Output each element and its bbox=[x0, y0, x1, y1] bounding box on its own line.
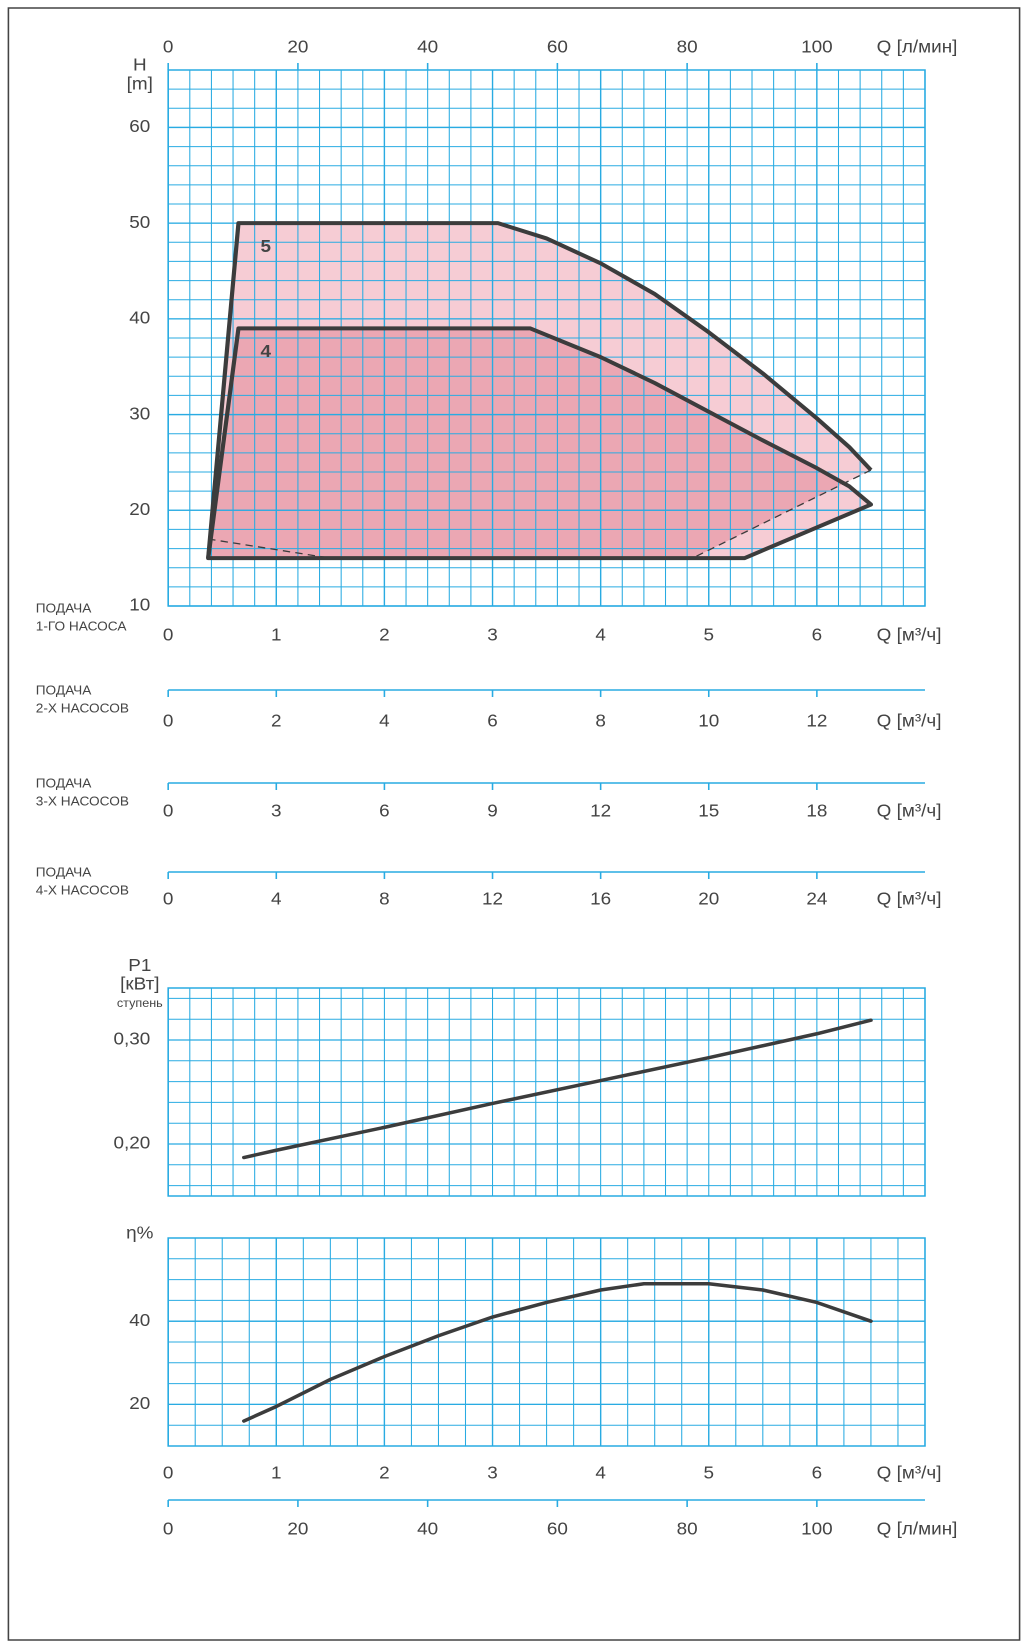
y-tick-label: 20 bbox=[129, 1393, 150, 1413]
x-tick-label: 2 bbox=[379, 1462, 390, 1482]
axis-name: ПОДАЧА bbox=[36, 776, 92, 791]
axis-name: 3-Х НАСОСОВ bbox=[36, 794, 129, 809]
y-tick-label: 20 bbox=[129, 498, 150, 518]
x-tick-label: 60 bbox=[547, 1518, 568, 1538]
x-tick-label: 4 bbox=[595, 624, 606, 644]
series-label: 5 bbox=[261, 235, 272, 255]
axis-name: 4-Х НАСОСОВ bbox=[36, 883, 129, 898]
data-line bbox=[242, 1018, 873, 1160]
x-tick-label: 3 bbox=[271, 800, 282, 820]
y-tick-label: 30 bbox=[129, 403, 150, 423]
x-axis-label: Q [л/мин] bbox=[877, 1518, 958, 1538]
x-tick-label: 20 bbox=[698, 888, 719, 908]
x-tick-label: 2 bbox=[271, 710, 282, 730]
x-tick-label: 10 bbox=[698, 710, 719, 730]
frame bbox=[7, 7, 1021, 1641]
x-tick-label: 80 bbox=[677, 1518, 698, 1538]
axis-name: 2-Х НАСОСОВ bbox=[36, 701, 129, 716]
x-tick-label: 0 bbox=[163, 1518, 174, 1538]
x-tick-label: 5 bbox=[703, 1462, 714, 1482]
grid bbox=[167, 987, 926, 1197]
x-axis-label: Q [м³/ч] bbox=[877, 800, 942, 820]
data-line bbox=[242, 1282, 873, 1423]
x-axis-label: Q [м³/ч] bbox=[877, 624, 942, 644]
plot-border bbox=[167, 1237, 926, 1447]
x-tick-label: 6 bbox=[812, 1462, 823, 1482]
x-tick-label: 0 bbox=[163, 624, 174, 644]
x-tick-label: 20 bbox=[287, 1518, 308, 1538]
y-tick-label: 0,30 bbox=[114, 1028, 151, 1048]
x2-tick-label: 20 bbox=[287, 36, 308, 56]
x-tick-label: 4 bbox=[595, 1462, 606, 1482]
y-tick-label: 60 bbox=[129, 116, 150, 136]
x-tick-label: 18 bbox=[806, 800, 827, 820]
x2-axis-label: Q [л/мин] bbox=[877, 36, 958, 56]
axis-name: ПОДАЧА bbox=[36, 683, 92, 698]
x-axis-label: Q [м³/ч] bbox=[877, 1462, 942, 1482]
x-tick-label: 40 bbox=[417, 1518, 438, 1538]
x-tick-label: 2 bbox=[379, 624, 390, 644]
x-tick-label: 12 bbox=[482, 888, 503, 908]
x-tick-label: 3 bbox=[487, 624, 498, 644]
x2-tick-label: 40 bbox=[417, 36, 438, 56]
x-tick-label: 8 bbox=[595, 710, 606, 730]
plot-border bbox=[167, 69, 926, 607]
x-tick-label: 15 bbox=[698, 800, 719, 820]
x-tick-label: 16 bbox=[590, 888, 611, 908]
x-tick-label: 5 bbox=[703, 624, 714, 644]
x-tick-label: 0 bbox=[163, 800, 174, 820]
area-outline bbox=[206, 221, 873, 559]
x-tick-label: 100 bbox=[801, 1518, 833, 1538]
x-tick-label: 0 bbox=[163, 1462, 174, 1482]
x2-tick-label: 100 bbox=[801, 36, 833, 56]
area-outline bbox=[206, 326, 874, 561]
x-tick-label: 24 bbox=[806, 888, 827, 908]
x2-tick-label: 60 bbox=[547, 36, 568, 56]
area-fill bbox=[208, 328, 871, 559]
y-tick-label: 0,20 bbox=[114, 1132, 151, 1152]
axis-name: ПОДАЧА bbox=[36, 601, 92, 616]
x-tick-label: 8 bbox=[379, 888, 390, 908]
y-tick-label: 10 bbox=[129, 594, 150, 614]
y-axis-label: ступень bbox=[117, 996, 163, 1010]
dashed-line bbox=[208, 538, 331, 559]
x-tick-label: 6 bbox=[812, 624, 823, 644]
x-tick-label: 0 bbox=[163, 710, 174, 730]
y-axis-label: [кВт] bbox=[120, 973, 159, 993]
x-tick-label: 12 bbox=[806, 710, 827, 730]
x-tick-label: 12 bbox=[590, 800, 611, 820]
x-axis-label: Q [м³/ч] bbox=[877, 888, 942, 908]
x2-tick-label: 0 bbox=[163, 36, 174, 56]
x-tick-label: 6 bbox=[379, 800, 390, 820]
x-tick-label: 6 bbox=[487, 710, 498, 730]
y-axis-label: P1 bbox=[128, 954, 151, 974]
x-tick-label: 1 bbox=[271, 624, 282, 644]
x-tick-label: 0 bbox=[163, 888, 174, 908]
y-tick-label: 40 bbox=[129, 307, 150, 327]
axis-name: 1-ГО НАСОСА bbox=[36, 619, 127, 634]
dashed-edge bbox=[692, 469, 872, 559]
x-tick-label: 3 bbox=[487, 1462, 498, 1482]
x-axis-label: Q [м³/ч] bbox=[877, 710, 942, 730]
x-tick-label: 1 bbox=[271, 1462, 282, 1482]
axis-name: ПОДАЧА bbox=[36, 865, 92, 880]
plot-border bbox=[167, 987, 926, 1197]
series-label: 4 bbox=[261, 341, 272, 361]
x-tick-label: 9 bbox=[487, 800, 498, 820]
x-tick-label: 4 bbox=[271, 888, 282, 908]
y-axis-label: H bbox=[133, 54, 147, 74]
x-tick-label: 4 bbox=[379, 710, 390, 730]
y-axis-label: [m] bbox=[127, 73, 153, 93]
x2-tick-label: 80 bbox=[677, 36, 698, 56]
grid bbox=[167, 1237, 926, 1447]
y-axis-label: η% bbox=[126, 1222, 153, 1242]
y-tick-label: 50 bbox=[129, 211, 150, 231]
y-tick-label: 40 bbox=[129, 1309, 150, 1329]
